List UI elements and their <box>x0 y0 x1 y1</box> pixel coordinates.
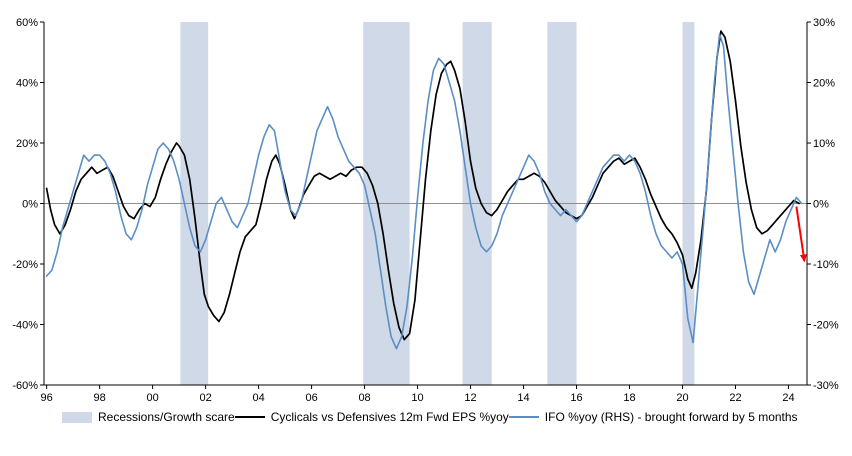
right-axis-tick-label: 0% <box>813 199 829 211</box>
legend-item-ifo: IFO %yoy (RHS) - brought forward by 5 mo… <box>508 410 798 424</box>
legend-item-recessions: Recessions/Growth scare <box>62 410 235 424</box>
right-axis-tick-label: 10% <box>813 138 835 150</box>
chart-canvas: 60% 40% 20% 0% -20% -40% -60% 30% 20% 10% 0% -10% -2… <box>12 17 839 404</box>
x-axis-tick-label: 06 <box>305 392 317 404</box>
left-axis-tick-label: 60% <box>16 17 38 29</box>
right-axis-tick-label: -30% <box>813 380 839 392</box>
x-axis-tick-label: 10 <box>411 392 423 404</box>
x-axis-tick-label: 22 <box>729 392 741 404</box>
x-axis-tick-label: 12 <box>464 392 476 404</box>
x-axis-tick-label: 98 <box>94 392 106 404</box>
series-line-ifo-yoy <box>45 33 803 350</box>
x-axis-tick-label: 20 <box>676 392 688 404</box>
x-axis-tick-label: 16 <box>570 392 582 404</box>
left-axis-tick-label: 40% <box>16 78 38 90</box>
right-axis-tick-label: 30% <box>813 17 835 29</box>
right-axis-tick-label: -20% <box>813 320 839 332</box>
x-axis-tick-label: 08 <box>358 392 370 404</box>
left-axis-tick-label: -20% <box>12 259 38 271</box>
legend: Recessions/Growth scare Cyclicals vs Def… <box>0 406 852 424</box>
series-line-cyclicals-vs-defensives <box>45 30 800 341</box>
recession-swatch <box>62 411 92 423</box>
x-axis-tick-label: 04 <box>252 392 264 404</box>
legend-label-recessions: Recessions/Growth scare <box>98 410 235 424</box>
legend-label-ifo: IFO %yoy (RHS) - brought forward by 5 mo… <box>544 410 798 424</box>
x-axis-tick-label: 02 <box>199 392 211 404</box>
x-axis-tick-label: 00 <box>146 392 158 404</box>
left-axis-tick-label: 0% <box>22 199 38 211</box>
x-axis-tick-label: 14 <box>517 392 529 404</box>
right-axis-tick-label: 20% <box>813 78 835 90</box>
left-axis-tick-label: -60% <box>12 380 38 392</box>
x-axis-tick-label: 24 <box>782 392 794 404</box>
x-axis-tick-label: 18 <box>623 392 635 404</box>
x-axis-tick-label: 96 <box>41 392 53 404</box>
left-axis-tick-label: -40% <box>12 320 38 332</box>
ifo-swatch <box>508 416 539 418</box>
forecast-arrow <box>795 206 807 263</box>
legend-item-cyclicals: Cyclicals vs Defensives 12m Fwd EPS %yoy <box>234 410 509 424</box>
right-axis-tick-label: -10% <box>813 259 839 271</box>
left-axis-tick-label: 20% <box>16 138 38 150</box>
legend-label-cyclicals: Cyclicals vs Defensives 12m Fwd EPS %yoy <box>270 410 509 424</box>
cyclicals-swatch <box>234 416 265 418</box>
